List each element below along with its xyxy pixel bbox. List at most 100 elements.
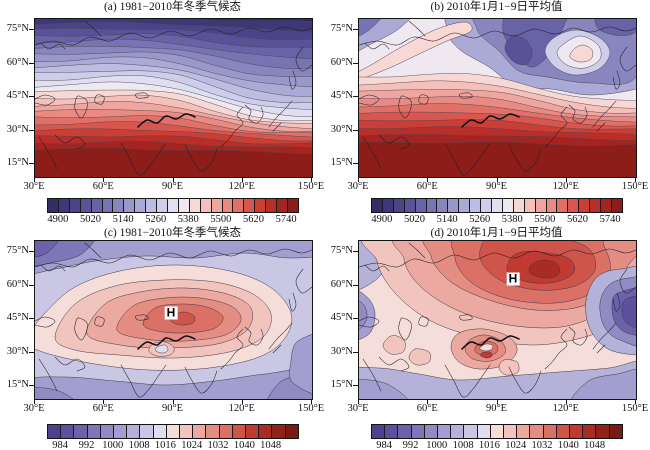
contour-path: [295, 46, 312, 72]
panel-b-xtick-label-4: 150°E: [621, 181, 649, 192]
contour-path: [359, 26, 636, 46]
contour-path: [35, 46, 312, 69]
contour-path: [359, 316, 380, 328]
colorbar-cell: [153, 425, 167, 438]
colorbar-cell: [448, 199, 460, 212]
panel-b-colorbar-label-4: 5380: [501, 214, 523, 225]
colorbar-cell: [477, 425, 491, 438]
panel-b-xtick-mark-1: [427, 178, 429, 182]
panel-c-xtick-label-3: 120°E: [228, 403, 255, 414]
colorbar-cell: [102, 199, 114, 212]
contour-path: [35, 241, 312, 274]
colorbar-cell: [219, 425, 233, 438]
panel-b-ytick-label-3: 30°N: [330, 123, 353, 135]
contour-path: [382, 335, 406, 355]
panel-d-ytick-mark-1: [353, 284, 358, 286]
colorbar-cell: [244, 199, 256, 212]
colorbar-cell: [596, 425, 610, 438]
panel-c-colorbar-label-7: 1040: [233, 440, 255, 450]
contour-path: [378, 356, 410, 372]
panel-c-high-marker: H: [164, 305, 178, 320]
panel-b-ytick-label-1: 60°N: [330, 56, 353, 68]
panel-a-colorbar-label-4: 5380: [177, 214, 199, 225]
colorbar-cell: [438, 425, 452, 438]
panel-c-xtick-mark-1: [103, 400, 105, 404]
colorbar-cell: [451, 425, 465, 438]
colorbar-cell: [180, 425, 194, 438]
contour-path: [35, 70, 312, 104]
panel-d-xtick-mark-3: [565, 400, 567, 404]
contour-path: [359, 21, 473, 81]
colorbar-cell: [58, 199, 70, 212]
panel-c-xtick-label-0: 30°E: [23, 403, 45, 414]
contour-path: [74, 317, 88, 341]
panel-c-colorbar-label-0: 984: [52, 440, 69, 450]
panel-c-ytick-label-4: 15°N: [6, 379, 29, 391]
panel-d-ytick-mark-0: [353, 251, 358, 252]
colorbar-cell: [590, 199, 602, 212]
panel-c-colorbar-label-6: 1032: [207, 440, 229, 450]
contour-path: [418, 316, 429, 327]
contour-path: [35, 128, 312, 142]
panel-a-colorbar-label-5: 5500: [210, 214, 232, 225]
colorbar-cell: [69, 199, 81, 212]
panel-a-xtick-mark-4: [311, 178, 312, 182]
colorbar-cell: [222, 199, 234, 212]
panel-b-ytick-label-2: 45°N: [330, 90, 353, 102]
colorbar-cell: [193, 425, 207, 438]
contour-path: [359, 141, 636, 146]
panel-b-ytick-label-4: 15°N: [330, 157, 353, 169]
contour-path: [220, 328, 244, 370]
colorbar-cell: [206, 425, 220, 438]
contour-path: [359, 360, 636, 399]
colorbar-cell: [543, 425, 557, 438]
panel-a-ytick-label-1: 60°N: [6, 56, 29, 68]
panel-d-xtick-label-0: 30°E: [347, 403, 369, 414]
panel-c-colorbar-label-1: 992: [78, 440, 95, 450]
colorbar-cell: [287, 199, 298, 212]
colorbar-cell: [557, 199, 569, 212]
contour-path: [508, 144, 542, 172]
panel-b-colorbar-label-6: 5620: [567, 214, 589, 225]
contour-path: [594, 19, 636, 36]
colorbar-cell: [398, 425, 412, 438]
contour-path: [40, 264, 66, 272]
panel-a-colorbar-label-6: 5620: [243, 214, 265, 225]
contour-path: [359, 103, 636, 123]
panel-c-colorbar-label-3: 1008: [128, 440, 150, 450]
panel-c-ytick-mark-4: [29, 385, 34, 387]
panel-b-xtick-label-2: 90°E: [485, 181, 508, 192]
contour-path: [35, 63, 312, 97]
contour-path: [359, 19, 381, 37]
contour-path: [359, 141, 636, 177]
contour-path: [220, 106, 244, 148]
contour-path: [289, 334, 312, 394]
panel-c-xtick-mark-3: [241, 400, 243, 404]
panel-d-ytick-label-3: 30°N: [330, 345, 353, 357]
panel-a-xtick-mark-2: [172, 178, 174, 182]
colorbar-cell: [135, 199, 147, 212]
panel-d-xtick-label-2: 90°E: [485, 403, 508, 414]
colorbar-cell: [579, 199, 591, 212]
colorbar-cell: [114, 425, 128, 438]
contour-path: [359, 73, 636, 101]
colorbar-cell: [233, 199, 245, 212]
contour-path: [94, 94, 105, 105]
colorbar-cell: [259, 425, 273, 438]
panel-b-ytick-mark-2: [353, 96, 358, 98]
colorbar-cell: [601, 199, 612, 212]
contour-path: [408, 242, 426, 259]
contour-path: [362, 358, 382, 392]
contour-path: [408, 20, 426, 37]
contour-path: [592, 322, 617, 350]
contour-path: [568, 326, 588, 346]
contour-path: [288, 292, 297, 312]
colorbar-cell: [556, 425, 571, 438]
contour-path: [35, 316, 56, 328]
colorbar-cell: [61, 425, 75, 438]
contour-path: [359, 94, 380, 106]
panel-c-xtick-mark-4: [311, 400, 312, 404]
panel-d-xtick-mark-2: [496, 400, 498, 404]
contour-path: [35, 101, 312, 129]
colorbar-cell: [232, 425, 247, 438]
